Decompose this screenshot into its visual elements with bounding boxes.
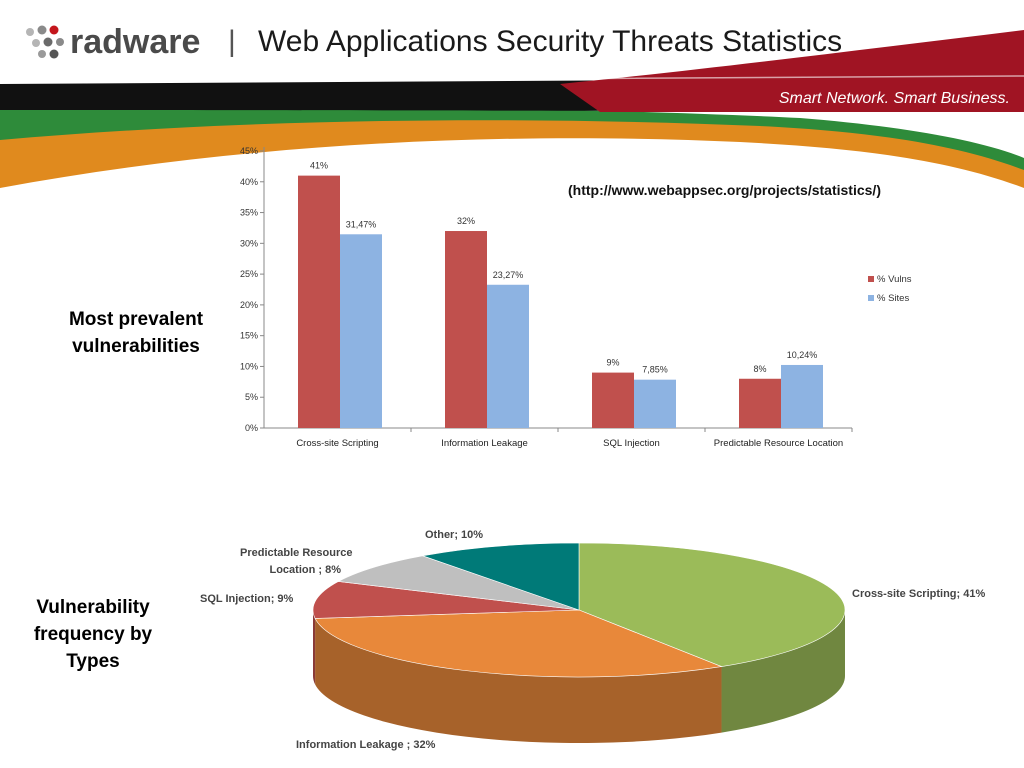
- y-tick-label: 35%: [240, 208, 258, 218]
- page-title: Web Applications Security Threats Statis…: [258, 25, 843, 58]
- pie-side-sql-injection: [313, 610, 316, 685]
- legend-swatch: [868, 295, 874, 301]
- bar-vulns: [445, 231, 487, 428]
- y-tick-label: 15%: [240, 331, 258, 341]
- data-label: 31,47%: [346, 219, 377, 229]
- legend-swatch: [868, 276, 874, 282]
- slide-number: Slide 10: [963, 741, 1014, 757]
- x-tick-label: Predictable Resource Location: [714, 438, 843, 449]
- label-vulnerability-frequency: Vulnerability frequency by Types: [33, 597, 153, 672]
- data-label: 32%: [457, 216, 475, 226]
- pie-side-cross-site-scripting: [721, 610, 845, 733]
- header-swoosh-art: [0, 30, 1024, 188]
- y-tick-label: 0%: [245, 423, 258, 433]
- data-label: 9%: [606, 358, 619, 368]
- legend-label: % Vulns: [877, 274, 912, 285]
- data-label: 41%: [310, 161, 328, 171]
- x-tick-label: Information Leakage: [441, 438, 528, 449]
- bar-sites: [340, 234, 382, 428]
- bar-sites: [781, 364, 823, 428]
- pie-slice-predictable-resource-location: [337, 555, 580, 611]
- pie-label: Location ; 8%: [269, 564, 341, 576]
- pie-label: SQL Injection; 9%: [200, 593, 294, 605]
- pie-slice-other: [421, 542, 580, 611]
- pie-side-information-leakage: [315, 618, 722, 743]
- data-label: 23,27%: [493, 270, 524, 280]
- title-separator: |: [228, 25, 236, 58]
- x-tick-label: SQL Injection: [603, 438, 660, 449]
- y-tick-label: 45%: [240, 146, 258, 156]
- x-tick-label: Cross-site Scripting: [296, 438, 378, 449]
- brand-name: radware: [70, 23, 201, 61]
- pie-label: Cross-site Scripting; 41%: [852, 588, 985, 600]
- data-label: 7,85%: [642, 365, 668, 375]
- bar-chart: 0% 5% 10% 15% 20% 25% 30% 35% 40% 45% 41% 31,47% Cro…: [240, 146, 912, 449]
- pie-label: Other; 10%: [425, 529, 483, 541]
- bar-sites: [634, 379, 676, 428]
- radware-logo-icon: [26, 25, 64, 59]
- data-label: 8%: [753, 364, 766, 374]
- pie-chart: Cross-site Scripting; 41% Information Lea…: [200, 529, 985, 751]
- pie-label: Predictable Resource: [240, 547, 353, 559]
- bar-vulns: [592, 372, 634, 428]
- pie-label: Information Leakage ; 32%: [296, 739, 436, 751]
- bar-vulns: [739, 378, 781, 428]
- label-most-prevalent: Most prevalent vulnerabilities: [68, 309, 204, 357]
- y-tick-label: 10%: [240, 361, 258, 371]
- source-url[interactable]: (http://www.webappsec.org/projects/stati…: [568, 182, 881, 198]
- tagline: Smart Network. Smart Business.: [778, 90, 1010, 107]
- pie-slice-sql-injection: [312, 581, 580, 619]
- y-tick-label: 5%: [245, 392, 258, 402]
- y-tick-label: 40%: [240, 177, 258, 187]
- bar-sites: [487, 284, 529, 428]
- y-tick-label: 30%: [240, 238, 258, 248]
- y-tick-label: 25%: [240, 269, 258, 279]
- legend-label: % Sites: [877, 293, 909, 304]
- bar-vulns: [298, 175, 340, 428]
- pie-slice-information-leakage: [314, 609, 723, 678]
- data-label: 10,24%: [787, 350, 818, 360]
- y-tick-label: 20%: [240, 300, 258, 310]
- pie-slice-cross-site-scripting: [578, 542, 846, 667]
